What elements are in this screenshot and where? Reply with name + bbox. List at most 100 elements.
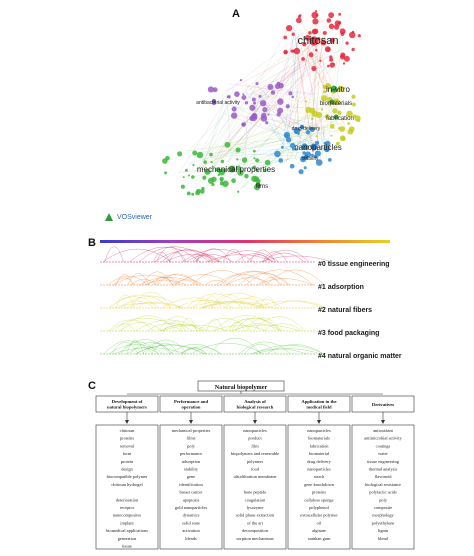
column-item: gold nanoparticles xyxy=(175,505,208,510)
network-node xyxy=(240,79,242,81)
timeline-arc xyxy=(139,277,198,285)
arrow-head-icon xyxy=(381,420,385,424)
column-item: tissue engineering xyxy=(367,459,400,464)
column-item: gene knockdown xyxy=(304,482,335,487)
network-node xyxy=(252,98,256,102)
network-node xyxy=(250,114,257,121)
column-item: biomaterials xyxy=(308,436,330,441)
column-item: decomposition xyxy=(242,528,269,533)
network-node xyxy=(236,147,241,152)
network-node xyxy=(309,108,315,114)
network-node xyxy=(339,126,345,132)
column-item: removal xyxy=(120,443,135,448)
network-node xyxy=(271,90,276,95)
network-node xyxy=(231,178,236,183)
timeline-arc xyxy=(114,278,135,285)
timeline-arcs xyxy=(100,247,332,354)
network-node xyxy=(267,114,269,116)
network-node xyxy=(278,83,284,89)
timeline-arc xyxy=(113,303,182,308)
network-node xyxy=(220,177,224,181)
timeline-arc xyxy=(116,274,133,285)
timeline-arc xyxy=(145,340,187,354)
timeline-arc xyxy=(216,251,279,262)
column-item: biopolymers and renewable xyxy=(231,451,280,456)
column-item: performance xyxy=(180,451,202,456)
column-item: ultrafiltration membrane xyxy=(233,474,276,479)
network-node xyxy=(291,96,294,99)
network-node xyxy=(208,178,214,184)
network-node-label: mechanical properties xyxy=(197,165,275,174)
column-item: antimicrobial activity xyxy=(364,436,402,441)
network-node xyxy=(253,150,256,153)
timeline-arc xyxy=(249,299,281,308)
column-item: gene xyxy=(187,474,195,479)
timeline-arc xyxy=(154,250,219,262)
column-item: poly xyxy=(187,443,196,448)
column-item: nanoparticles xyxy=(307,467,331,472)
network-node xyxy=(284,51,287,54)
network-node xyxy=(327,65,330,68)
network-node xyxy=(203,160,207,164)
network-node xyxy=(237,191,239,193)
network-node xyxy=(202,176,206,180)
network-node xyxy=(299,169,304,174)
column-item: polymers xyxy=(247,459,264,464)
network-node xyxy=(261,115,268,122)
network-node xyxy=(347,122,350,125)
column-item: nanoparticles xyxy=(307,428,331,433)
network-node xyxy=(259,95,262,98)
column-item: activation xyxy=(182,528,200,533)
network-node xyxy=(304,166,307,169)
column-item: drug delivery xyxy=(307,459,331,464)
column-item: design xyxy=(121,467,133,472)
network-node xyxy=(191,175,195,179)
network-node xyxy=(244,174,248,178)
network-node xyxy=(255,158,259,162)
network-node xyxy=(262,107,267,112)
timeline-arc xyxy=(225,318,282,331)
network-node xyxy=(234,91,240,97)
timeline-arc xyxy=(261,277,280,285)
network-node xyxy=(286,25,292,31)
network-node xyxy=(196,189,200,193)
timeline-arc xyxy=(250,250,275,262)
timeline-arc xyxy=(255,301,325,308)
network-node xyxy=(333,63,335,65)
timeline-arc xyxy=(181,348,207,354)
timeline-arc xyxy=(153,252,169,262)
timeline-cluster-label: #4 natural organic matter xyxy=(318,353,402,360)
network-node-label: biomaterials xyxy=(320,101,352,107)
network-node xyxy=(181,185,185,189)
timeline-cluster-label: #2 natural fibers xyxy=(318,307,372,314)
network-node xyxy=(296,18,302,24)
cluster-timeline-chart: #0 tissue engineering#1 adsorption#2 nat… xyxy=(0,232,474,382)
network-node xyxy=(321,108,323,110)
network-node xyxy=(274,151,281,158)
column-item: identification xyxy=(179,482,203,487)
network-node xyxy=(210,161,212,163)
network-node xyxy=(222,181,228,187)
network-node xyxy=(265,121,268,124)
network-node xyxy=(232,107,237,112)
network-node xyxy=(352,31,354,33)
network-node xyxy=(305,100,307,102)
network-node xyxy=(242,157,247,162)
network-node xyxy=(338,13,341,16)
network-node xyxy=(183,176,185,178)
network-node xyxy=(192,164,194,166)
timeline-arc xyxy=(103,249,172,262)
network-node-label: stability xyxy=(302,156,319,162)
network-node xyxy=(191,193,194,196)
network-node xyxy=(187,192,191,196)
column-item: food xyxy=(251,467,260,472)
column-item: cellulose sponge xyxy=(304,497,333,502)
network-node xyxy=(309,52,314,57)
column-item: lignin xyxy=(378,528,389,533)
network-node xyxy=(267,84,273,90)
network-node xyxy=(213,87,218,92)
column-item: film xyxy=(251,443,259,448)
network-node xyxy=(241,122,245,126)
